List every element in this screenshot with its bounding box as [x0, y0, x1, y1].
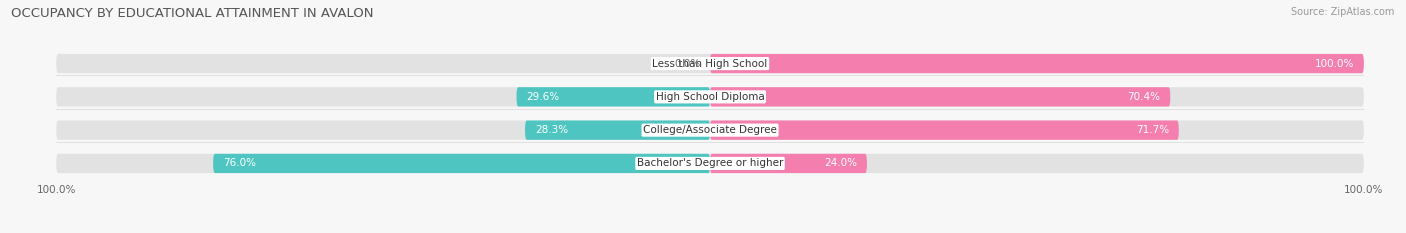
FancyBboxPatch shape	[214, 154, 710, 173]
FancyBboxPatch shape	[56, 154, 1364, 173]
Text: 100.0%: 100.0%	[1315, 58, 1354, 69]
FancyBboxPatch shape	[56, 54, 1364, 73]
Text: 0.0%: 0.0%	[673, 58, 700, 69]
FancyBboxPatch shape	[56, 120, 1364, 140]
Text: 28.3%: 28.3%	[534, 125, 568, 135]
FancyBboxPatch shape	[56, 87, 1364, 106]
Text: Source: ZipAtlas.com: Source: ZipAtlas.com	[1291, 7, 1395, 17]
FancyBboxPatch shape	[524, 120, 710, 140]
Text: Less than High School: Less than High School	[652, 58, 768, 69]
FancyBboxPatch shape	[710, 54, 1364, 73]
Text: 70.4%: 70.4%	[1128, 92, 1160, 102]
Text: 71.7%: 71.7%	[1136, 125, 1168, 135]
Text: 29.6%: 29.6%	[526, 92, 560, 102]
Text: OCCUPANCY BY EDUCATIONAL ATTAINMENT IN AVALON: OCCUPANCY BY EDUCATIONAL ATTAINMENT IN A…	[11, 7, 374, 20]
Text: Bachelor's Degree or higher: Bachelor's Degree or higher	[637, 158, 783, 168]
FancyBboxPatch shape	[710, 87, 1170, 106]
Text: 76.0%: 76.0%	[224, 158, 256, 168]
FancyBboxPatch shape	[516, 87, 710, 106]
FancyBboxPatch shape	[710, 154, 868, 173]
Text: 24.0%: 24.0%	[824, 158, 858, 168]
FancyBboxPatch shape	[710, 120, 1178, 140]
Text: College/Associate Degree: College/Associate Degree	[643, 125, 778, 135]
Text: High School Diploma: High School Diploma	[655, 92, 765, 102]
